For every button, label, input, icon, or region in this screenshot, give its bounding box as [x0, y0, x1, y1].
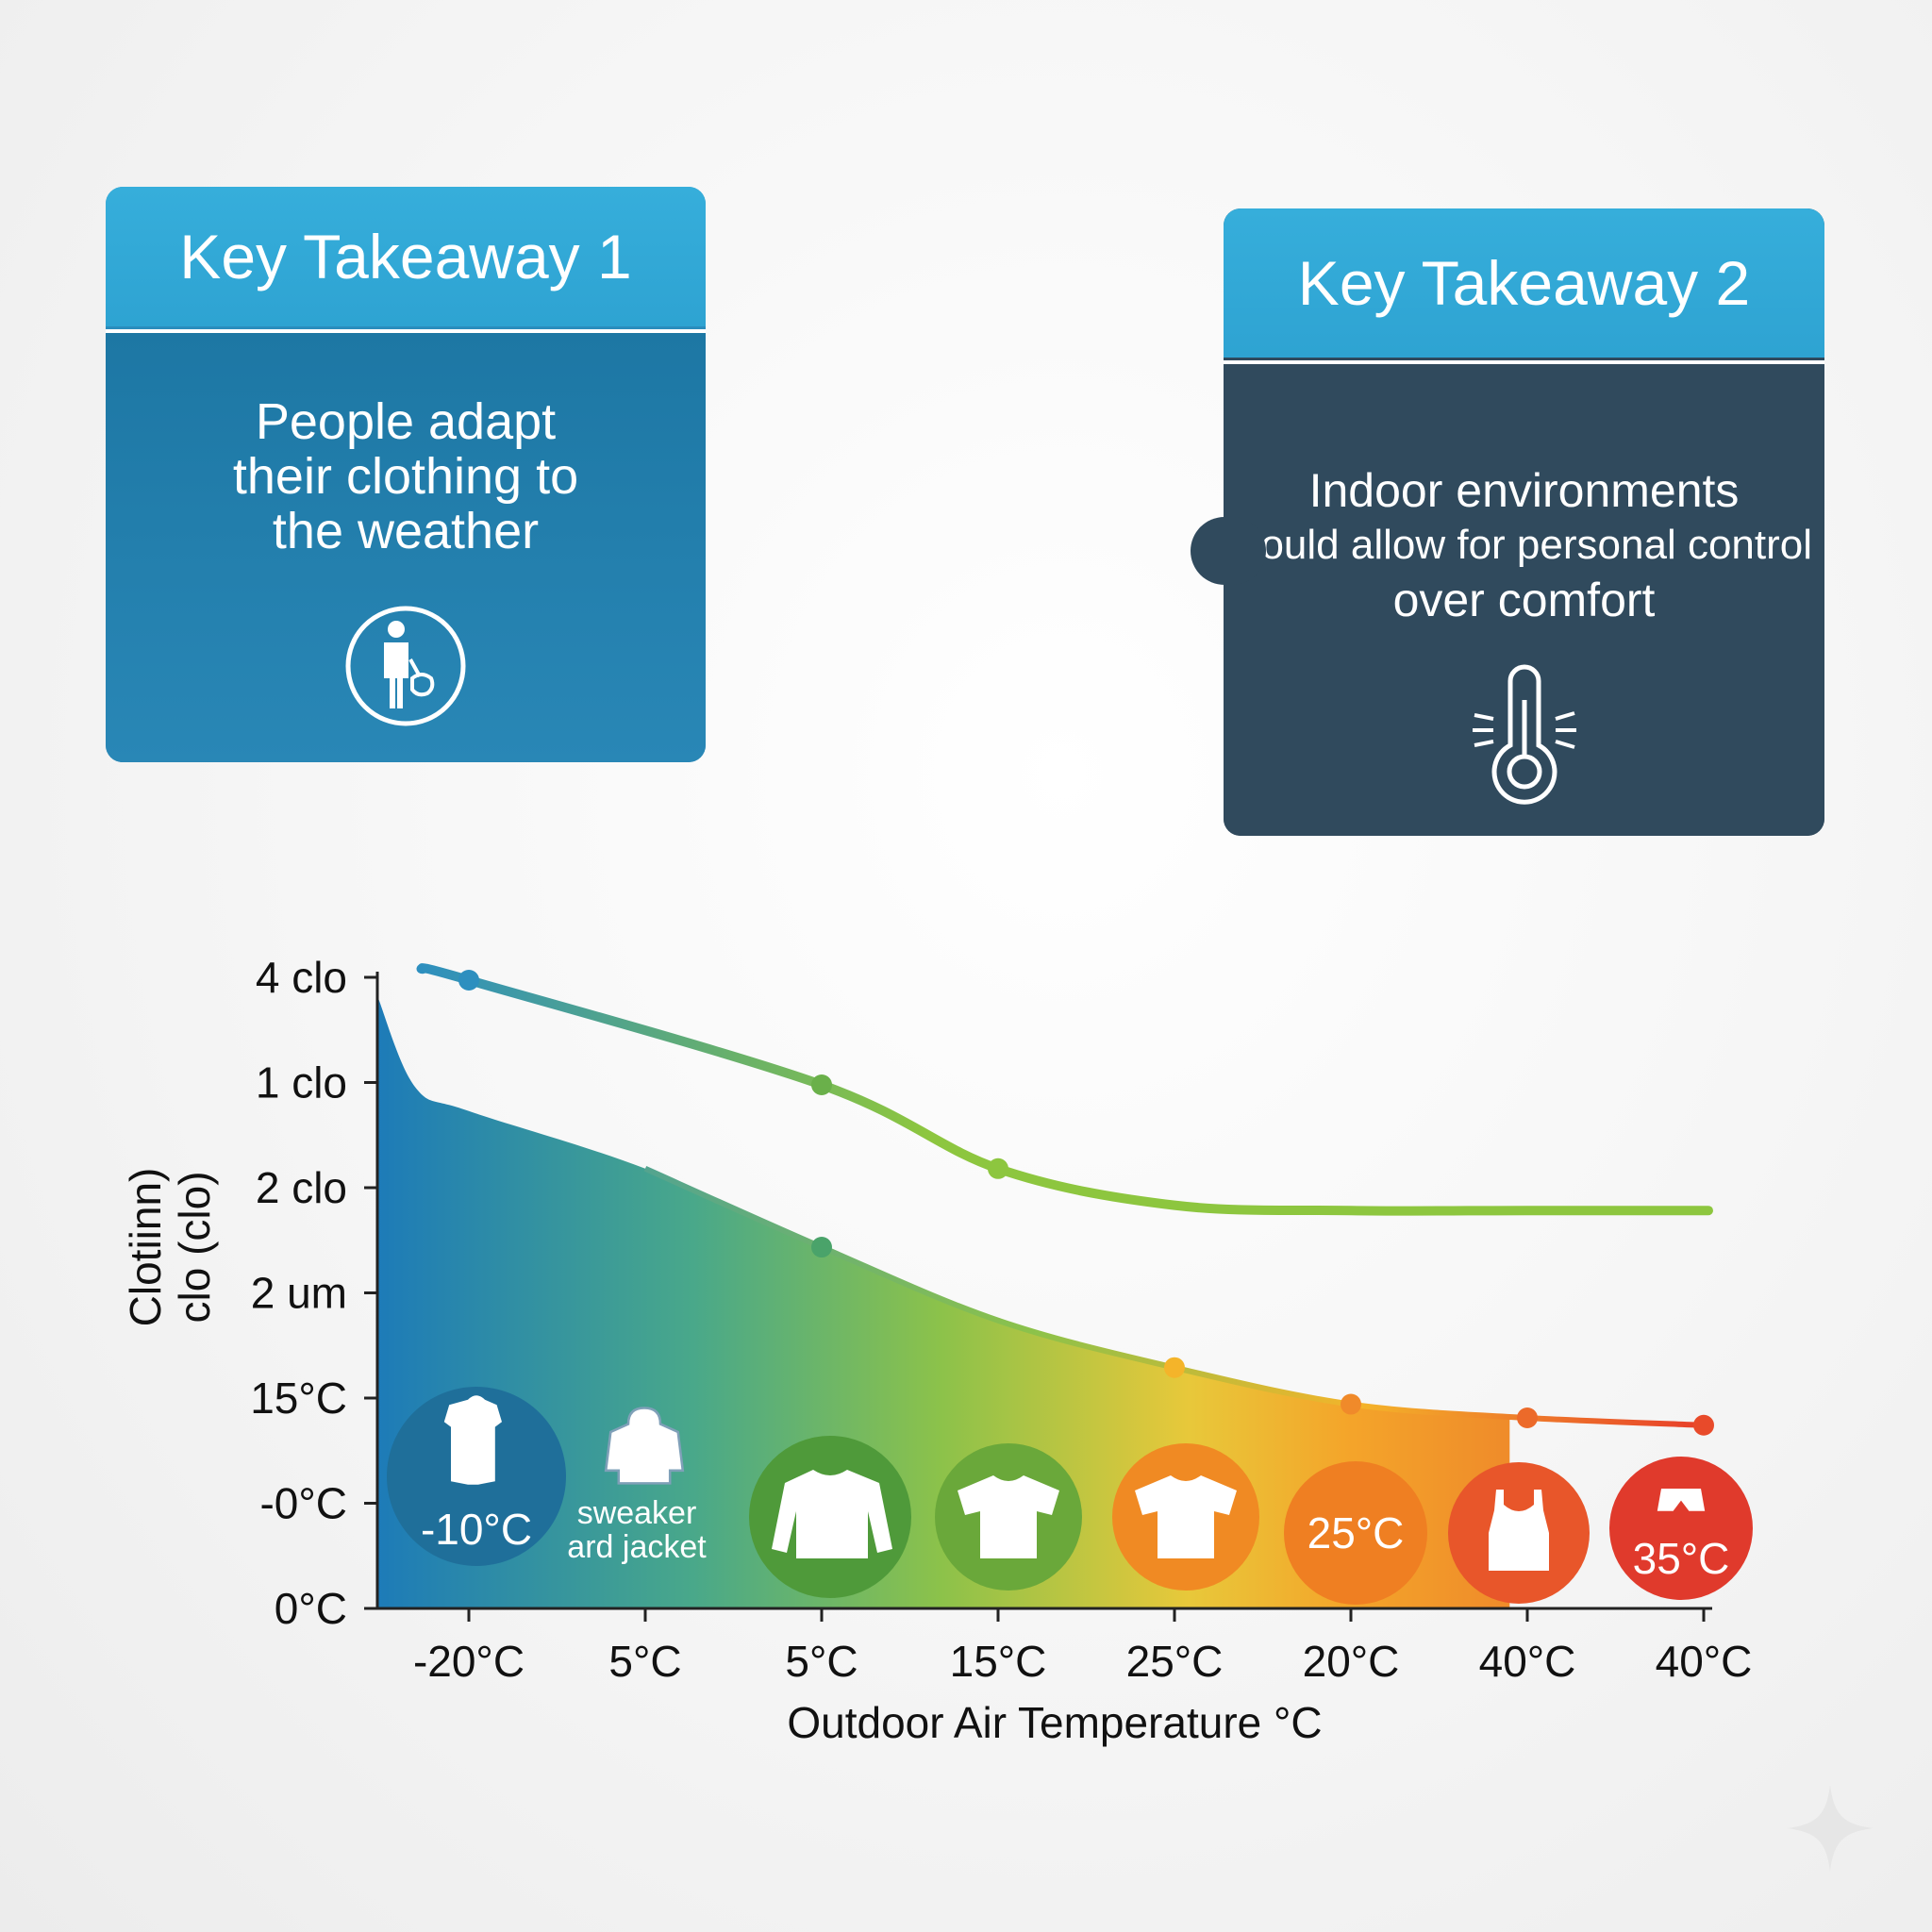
x-tick-label: 40°C	[1656, 1637, 1753, 1686]
key-takeaway-card-2: Key Takeaway 2 Indoor environments shoul…	[1224, 208, 1824, 836]
y-tick-label: 2 clo	[256, 1163, 347, 1212]
upper-series-point	[811, 1074, 832, 1095]
x-tick-label: 40°C	[1479, 1637, 1576, 1686]
hooded-jacket-icon	[604, 1407, 685, 1485]
card-2-title: Key Takeaway 2	[1297, 248, 1751, 318]
card-2-header: Key Takeaway 2	[1224, 208, 1824, 358]
key-takeaway-card-1: Key Takeaway 1 People adapt their clothi…	[106, 187, 706, 762]
y-axis-title-line-2: clo (clo)	[170, 1171, 219, 1323]
card-1-line-1: People adapt	[255, 393, 557, 450]
y-tick-label: 1 clo	[256, 1058, 347, 1108]
long-coat-icon	[443, 1395, 502, 1485]
labels-layer: 4 clo 1 clo 2 clo 2 um 15°C -0°C 0°C -20°C 5°C 5°…	[121, 953, 1752, 1747]
x-tick-label: 15°C	[950, 1637, 1047, 1686]
upper-series-point	[458, 970, 479, 991]
card-2-line-1: Indoor environments	[1308, 464, 1740, 517]
y-axis-title-line-1: Clotiinn)	[121, 1168, 170, 1327]
clothing-circle-5: 25°C	[1284, 1461, 1427, 1605]
y-tick-label: -0°C	[259, 1479, 347, 1528]
lines-layer	[416, 963, 1714, 1436]
x-axis-title: Outdoor Air Temperature °C	[787, 1698, 1322, 1747]
lower-series-point	[1164, 1357, 1185, 1378]
clothing-label-line-2: ard jacket	[567, 1529, 707, 1565]
x-tick-label: 5°C	[785, 1637, 858, 1686]
card-1-line-3: the weather	[272, 503, 540, 559]
card-2-line-2: should allow for personal control	[1224, 522, 1813, 568]
card-2-text: Indoor environments should allow for per…	[1224, 463, 1824, 627]
clothing-circle-4	[1112, 1443, 1259, 1591]
sparkle-icon	[1787, 1785, 1874, 1872]
x-tick-label: 25°C	[1126, 1637, 1224, 1686]
lower-series-point	[1693, 1414, 1714, 1436]
lower-series-point	[1341, 1393, 1361, 1415]
clothing-circle-6	[1448, 1462, 1590, 1604]
clothing-circle-bg	[1609, 1457, 1753, 1600]
upper-series-point	[988, 1158, 1008, 1179]
card-2-line-3: over comfort	[1392, 574, 1656, 626]
clothing-circle-7: 35°C	[1609, 1457, 1753, 1600]
long-sleeve-shirt-icon	[772, 1470, 892, 1558]
person-with-bag-icon	[345, 606, 466, 726]
y-tick-label: 15°C	[250, 1374, 347, 1423]
y-tick-label: 0°C	[275, 1584, 347, 1633]
card-1-line-2: their clothing to	[232, 448, 579, 505]
thermometer-icon	[1473, 664, 1576, 805]
tank-top-icon	[1489, 1490, 1549, 1571]
axes-layer	[364, 972, 1712, 1622]
clothing-circle-2	[749, 1436, 911, 1598]
card-2-side-tab	[1191, 517, 1266, 585]
x-tick-label: -20°C	[413, 1637, 525, 1686]
card-1-text: People adapt their clothing to the weath…	[106, 394, 706, 558]
clothing-circle-0: -10°C	[387, 1387, 566, 1566]
t-shirt-icon	[1135, 1475, 1237, 1558]
t-shirt-icon	[958, 1475, 1059, 1558]
clothing-circle-3	[935, 1443, 1082, 1591]
card-1-header: Key Takeaway 1	[106, 187, 706, 326]
upper-series-line	[416, 963, 1713, 1216]
clothing-label: 25°C	[1307, 1508, 1405, 1557]
clothing-label: 35°C	[1633, 1534, 1730, 1583]
shorts-icon	[1657, 1489, 1706, 1511]
card-1-title: Key Takeaway 1	[179, 222, 632, 291]
lower-series-point	[1517, 1407, 1538, 1428]
y-tick-label: 4 clo	[256, 953, 347, 1002]
y-tick-label: 2 um	[251, 1269, 347, 1318]
clothing-label-line-1: sweaker	[577, 1495, 697, 1531]
card-1-body	[106, 329, 706, 762]
x-tick-label: 5°C	[608, 1637, 681, 1686]
x-tick-label: 20°C	[1303, 1637, 1400, 1686]
clothing-label: -10°C	[421, 1505, 532, 1554]
lower-series-point	[811, 1237, 832, 1258]
clothing-circle-bg	[1284, 1461, 1427, 1605]
